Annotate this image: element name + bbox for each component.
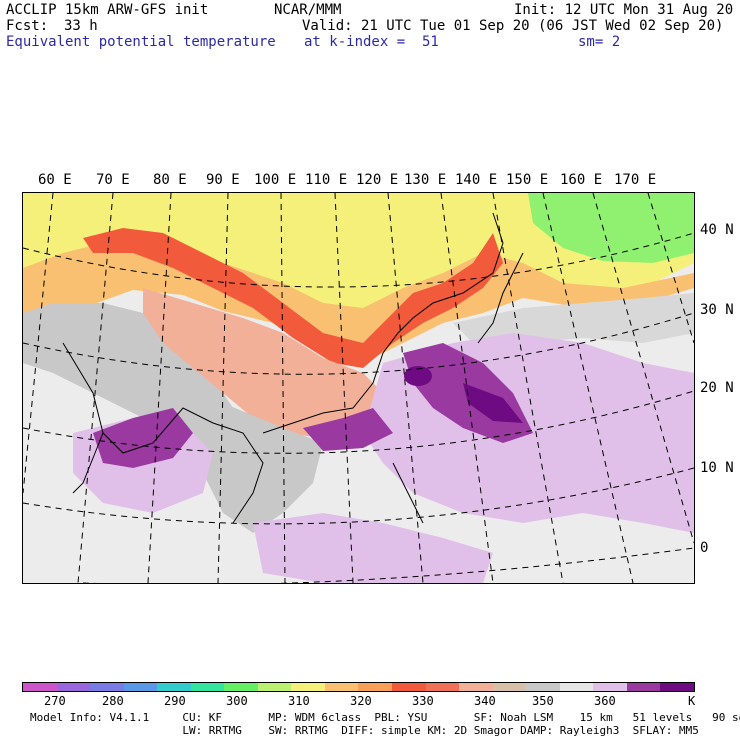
coastline-philippines [392,462,424,524]
colorbar-tick-label: 300 [226,694,248,708]
smoothing-label: sm= 2 [578,34,621,50]
deep-purple-streak [463,383,523,423]
colorbar-segment [459,683,493,691]
colorbar-segment [392,683,426,691]
forecast-label: Fcst: [6,18,49,34]
field-name: Equivalent potential temperature [6,34,276,50]
gray-plateau-region [23,303,243,443]
colorbar-tick-label: 320 [350,694,372,708]
colorbar-segment [257,683,292,691]
gray-south-region [193,403,323,533]
colorbar-segment [23,683,57,691]
colorbar-segment [358,683,393,691]
forecast-hours: 33 h [64,18,98,34]
colorbar-segment [123,683,158,691]
longitude-line [542,193,634,583]
model-info-line1: Model Info: V4.1.1 CU: KF MP: WDM 6class… [30,711,740,724]
lon-label: 120 E [356,172,399,188]
lat-label: 40 N [700,222,734,238]
colorbar-tick-label: 270 [44,694,66,708]
colorbar-segment [56,683,91,691]
lon-label: 110 E [305,172,348,188]
theta-e-map [22,192,695,584]
lat-label: 0 [700,540,709,556]
coastline-china [262,212,504,434]
lon-label: 80 E [153,172,187,188]
lon-label: 130 E [404,172,447,188]
colorbar-segment [190,683,225,691]
colorbar-segment [425,683,460,691]
lavender-south-region [253,513,493,583]
model-info-line2: LW: RRTMG SW: RRTMG DIFF: simple KM: 2D … [30,724,699,737]
init-time: Init: 12 UTC Mon 31 Aug 20 [514,2,734,18]
valid-time: Valid: 21 UTC Tue 01 Sep 20 (06 JST Wed … [302,18,724,34]
latitude-line [83,547,694,583]
longitude-line [492,193,564,583]
deep-purple-core [404,366,432,386]
purple-bay-of-bengal [93,408,193,468]
colorbar-tick-label: 310 [288,694,310,708]
lon-label: 100 E [254,172,297,188]
colorbar-tick-label: 290 [164,694,186,708]
organization-label: NCAR/MMM [274,2,342,18]
purple-south-china-sea [303,408,393,451]
northern-yellow-region [23,193,694,353]
lon-label: 160 E [560,172,603,188]
colorbar-tick-label: 340 [474,694,496,708]
colorbar-segment [526,683,560,691]
lon-label: 140 E [455,172,498,188]
colorbar-segment [559,683,594,691]
colorbar-segment [324,683,359,691]
lat-label: 10 N [700,460,734,476]
graticule [23,193,694,583]
lon-label: 170 E [614,172,657,188]
colorbar-tick-label: 360 [594,694,616,708]
green-region [528,193,694,263]
lon-label: 90 E [206,172,240,188]
colorbar-tick-label: 350 [532,694,554,708]
coastline-japan [477,252,524,344]
colorbar-tick-label: 280 [102,694,124,708]
colorbar-segment [593,683,627,691]
coastline-india [62,342,264,524]
colorbar-segment [224,683,258,691]
colorbar-unit: K [688,694,696,708]
lat-label: 30 N [700,302,734,318]
lon-label: 150 E [506,172,549,188]
longitude-line [647,193,694,344]
colorbar-segment [660,683,694,691]
level-index: at k-index = 51 [304,34,439,50]
colorbar-segment [291,683,325,691]
colorbar-segment [492,683,527,691]
colorbar-segment [157,683,191,691]
lon-label: 60 E [38,172,72,188]
colorbar-tick-label: 330 [412,694,434,708]
colorbar-segment [90,683,124,691]
model-title: ACCLIP 15km ARW-GFS init [6,2,209,18]
longitude-line [592,193,694,544]
lat-label: 20 N [700,380,734,396]
lon-label: 70 E [96,172,130,188]
colorbar-segment [626,683,661,691]
colorbar [22,682,695,692]
tan-interior-region [143,288,383,438]
